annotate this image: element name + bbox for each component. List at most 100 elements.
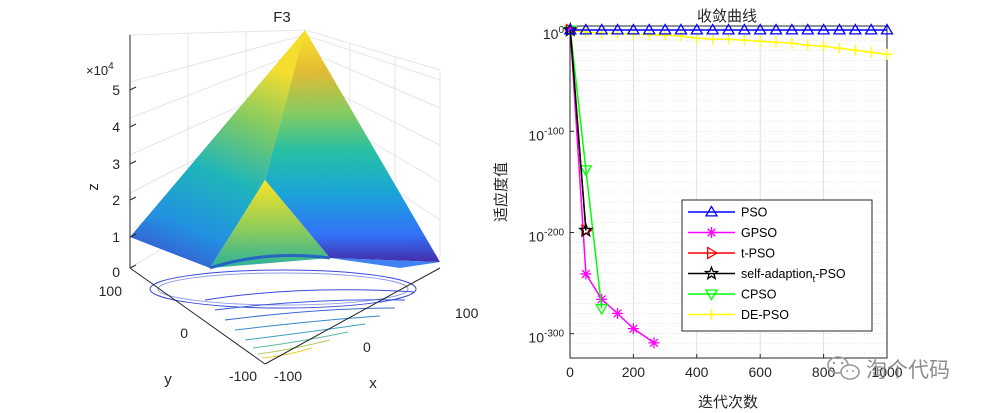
data-point [818,40,830,52]
convergence-title: 收敛曲线 [697,7,757,25]
legend-box [681,199,873,332]
convergence-y-label: 适应度值 [492,162,510,222]
z-tick-label: 2 [112,192,120,208]
marker-shape [880,23,894,35]
data-point [648,337,660,349]
data-point [595,23,609,35]
legend-label-subscript: t [813,274,816,284]
legend-item [688,289,735,301]
legend-label: CPSO [741,288,777,302]
series [562,21,894,349]
marker-shape [581,269,591,279]
data-point [848,23,862,35]
y-tick-exponent: -100 [544,126,564,137]
marker-shape [579,165,593,177]
data-point [832,23,847,35]
legend-label: GPSO [741,226,777,240]
data-point [596,27,608,39]
surface-plot: F3 [85,9,479,392]
marker-shape [563,23,577,35]
marker-shape [578,222,594,238]
data-point [690,23,704,35]
y-tick-base: 10 [528,330,544,346]
convergence-plot: 收敛曲线 100 10-100 10-200 10-300 0 200 400 … [492,7,903,411]
marker-shape [737,23,751,35]
legend-label: self-adaptiont-PSO [741,267,846,284]
legend-item [688,265,735,281]
x-tick-label: 400 [685,364,709,380]
y-tick-label: 10-300 [528,329,564,346]
data-point [723,33,734,45]
marker-shape [674,23,688,35]
y-tick-base: 10 [528,127,544,143]
marker-shape [579,23,593,35]
marker-shape [703,265,720,281]
z-tick-label: 4 [112,119,120,135]
y-tick-label: -100 [229,368,257,384]
marker-shape [721,23,736,35]
legend-label-main: self-adaption [741,267,813,281]
marker-shape [769,23,783,35]
data-point [865,46,877,58]
x-tick-label: 600 [749,364,773,380]
data-point [785,23,799,35]
legend-labels: PSO GPSO t-PSO self-adaptiont-PSO CPSO D… [741,206,846,323]
legend-label-suffix: -PSO [815,267,846,281]
marker-shape [649,338,659,348]
marker-shape [610,23,625,35]
data-point [642,23,656,35]
x-tick-label: 200 [622,364,646,380]
z-tick-marks [129,86,137,269]
legend-items [688,205,735,320]
y-axis-label: y [164,371,172,388]
surface-bottom-left [130,237,210,268]
surface-title: F3 [273,9,291,26]
marker-shape [595,23,609,35]
marker-shape [801,23,815,35]
surface-right-face [265,30,440,262]
legend-label: t-PSO [741,247,775,261]
data-point [580,26,592,38]
y-tick-base: 10 [528,228,544,244]
data-point [769,23,783,35]
data-point [580,268,592,280]
marker-shape [707,246,719,260]
z-tick-label: 0 [112,264,120,280]
z-ticks: 0 1 2 3 4 5 [112,82,120,280]
marker-shape [629,324,638,333]
data-point [864,23,878,35]
y-tick-label: 100 [99,283,123,299]
marker-shape [613,309,622,318]
surface [130,30,440,270]
surface-left-face [130,30,305,268]
x-tick-label: 0 [363,339,371,355]
contour-plot [149,269,417,359]
legend-swatch-marker [704,205,719,217]
surface-bottom-right [330,258,440,268]
data-point [738,34,750,46]
data-point [802,39,814,51]
data-point [706,23,720,35]
series-gpso [564,24,660,349]
data-point [626,23,641,35]
marker-shape [706,23,720,35]
y-tick-label: 10-100 [528,126,564,143]
x-tick-label: 100 [455,305,479,321]
z-exponent: ×104 [86,61,114,78]
plot-frame [569,25,888,359]
marker-shape [562,21,579,37]
marker-shape [753,23,767,35]
y-tick-exponent: -300 [544,329,564,340]
data-point [707,33,719,45]
marker-shape [704,289,719,301]
legend-swatch-marker [707,246,719,260]
data-point [627,323,639,335]
y-tick-exponent: -200 [544,227,564,238]
marker-shape [595,303,609,316]
data-point [612,307,624,319]
data-point [721,23,736,35]
y-ticks: 100 0 -100 [99,283,258,384]
exponent-base: ×10 [86,63,108,78]
data-point [880,23,894,35]
data-point [674,23,688,35]
